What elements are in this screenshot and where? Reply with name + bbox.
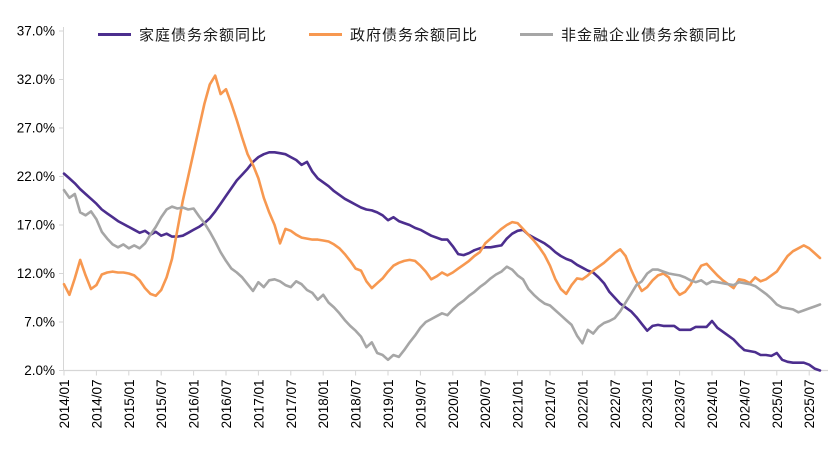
x-tick-label: 2018/01 bbox=[316, 380, 331, 429]
x-tick-label: 2020/07 bbox=[478, 380, 493, 429]
government-line-swatch bbox=[308, 33, 342, 36]
nonfinancial-line-swatch bbox=[520, 33, 553, 36]
y-tick-label: 32.0% bbox=[17, 72, 55, 87]
nonfinancial-corporate-debt-line bbox=[62, 188, 822, 362]
x-tick-label: 2019/07 bbox=[413, 380, 428, 429]
household-line-swatch bbox=[97, 33, 131, 36]
government-debt-line bbox=[62, 74, 822, 298]
legend-label-government: 政府债务余额同比 bbox=[349, 28, 478, 44]
x-tick-label: 2014/01 bbox=[57, 380, 72, 429]
x-tick-label: 2018/07 bbox=[349, 380, 364, 429]
x-tick-label: 2019/01 bbox=[381, 380, 396, 429]
y-tick-label: 17.0% bbox=[17, 218, 55, 233]
x-tick-label: 2020/01 bbox=[446, 380, 461, 429]
y-tick-label: 2.0% bbox=[24, 363, 55, 378]
y-tick-label: 22.0% bbox=[17, 169, 55, 184]
y-tick-label: 12.0% bbox=[17, 266, 55, 281]
x-tick-label: 2016/07 bbox=[219, 380, 234, 429]
x-tick-label: 2023/01 bbox=[640, 380, 655, 429]
x-tick-label: 2017/01 bbox=[251, 380, 266, 429]
legend-item-government: 政府债务余额同比 bbox=[308, 24, 478, 45]
legend-label-household: 家庭债务余额同比 bbox=[138, 28, 267, 44]
x-tick-label: 2022/01 bbox=[575, 380, 590, 429]
x-tick-label: 2014/07 bbox=[89, 380, 104, 429]
x-tick-label: 2022/07 bbox=[608, 380, 623, 429]
y-tick-label: 27.0% bbox=[17, 121, 55, 136]
legend-item-household: 家庭债务余额同比 bbox=[97, 24, 267, 45]
chart-legend: 家庭债务余额同比 政府债务余额同比 非金融企业债务余额同比 bbox=[0, 24, 835, 45]
household-debt-line bbox=[62, 151, 822, 372]
x-tick-label: 2015/07 bbox=[154, 380, 169, 429]
x-tick-label: 2025/01 bbox=[770, 380, 785, 429]
x-tick-label: 2025/07 bbox=[802, 380, 817, 429]
x-tick-label: 2021/07 bbox=[543, 380, 558, 429]
x-tick-label: 2024/07 bbox=[737, 380, 752, 429]
y-tick-label: 7.0% bbox=[24, 315, 55, 330]
x-tick-label: 2023/07 bbox=[673, 380, 688, 429]
x-tick-label: 2024/01 bbox=[705, 380, 720, 429]
y-tick-label: 37.0% bbox=[17, 24, 55, 39]
x-tick-label: 2017/07 bbox=[284, 380, 299, 429]
legend-item-nonfinancial: 非金融企业债务余额同比 bbox=[520, 24, 737, 45]
x-tick-label: 2016/01 bbox=[187, 380, 202, 429]
x-tick-label: 2015/01 bbox=[122, 380, 137, 429]
legend-label-nonfinancial: 非金融企业债务余额同比 bbox=[561, 28, 738, 44]
x-tick-label: 2021/01 bbox=[511, 380, 526, 429]
